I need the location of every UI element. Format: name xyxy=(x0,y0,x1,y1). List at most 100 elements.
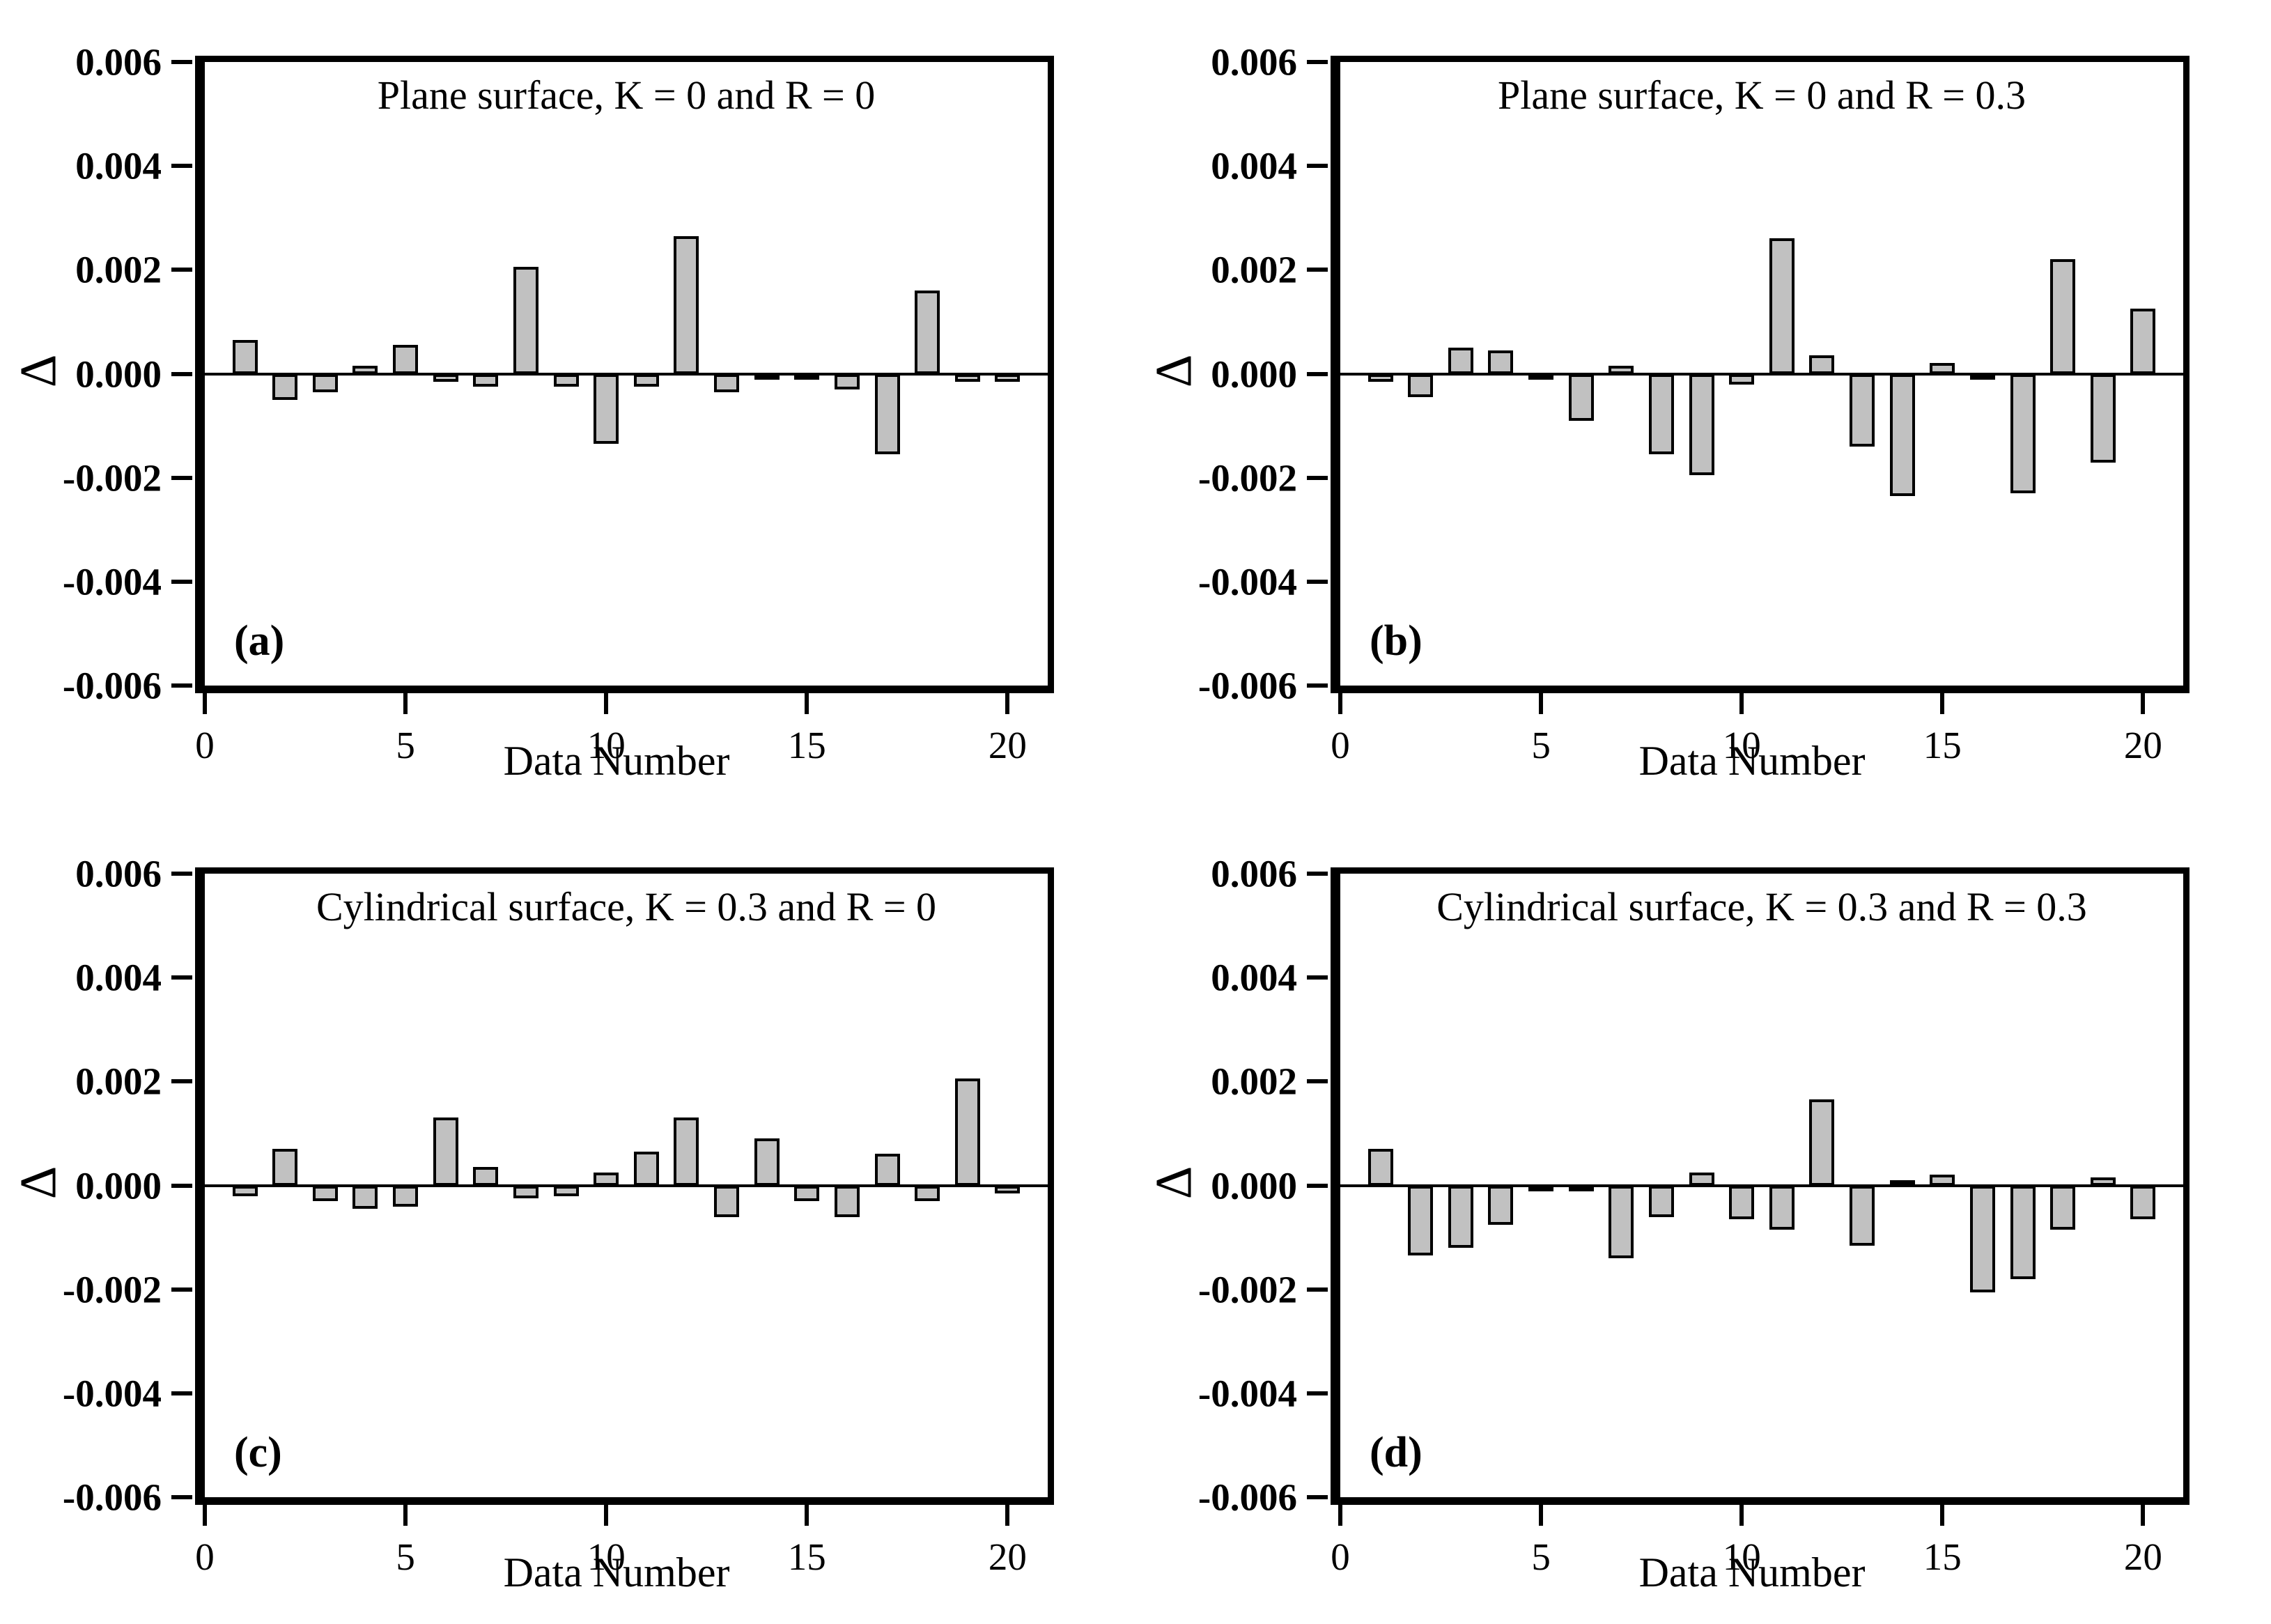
bar xyxy=(312,373,338,392)
bar xyxy=(1528,373,1554,380)
y-tick-mark xyxy=(1307,1495,1328,1499)
bar xyxy=(2090,1177,2116,1186)
bar xyxy=(352,1185,378,1209)
bar xyxy=(473,1167,499,1186)
y-tick-mark xyxy=(1307,268,1328,272)
chart-title: Cylindrical surface, K = 0.3 and R = 0.3 xyxy=(1436,884,2087,929)
bar xyxy=(1367,1149,1393,1186)
chart-title: Cylindrical surface, K = 0.3 and R = 0 xyxy=(316,884,937,929)
bar xyxy=(594,1172,619,1186)
x-tick-label: 20 xyxy=(2123,1536,2162,1578)
bar xyxy=(1609,366,1634,374)
bar xyxy=(1889,1180,1915,1186)
plot-area-a: Plane surface, K = 0 and R = 0 (a) 0.006… xyxy=(63,43,1054,764)
y-tick-label: -0.004 xyxy=(1197,560,1297,603)
bar xyxy=(1769,238,1795,374)
y-tick-mark xyxy=(1307,475,1328,480)
bar xyxy=(553,373,579,387)
bar xyxy=(674,235,699,374)
bar xyxy=(2050,1185,2076,1230)
bar xyxy=(1448,347,1473,374)
plot-area-d: Cylindrical surface, K = 0.3 and R = 0.3… xyxy=(1198,855,2189,1576)
y-tick-label: 0.006 xyxy=(75,852,162,895)
bar xyxy=(1488,350,1514,374)
y-tick-label: 0.006 xyxy=(1211,40,1297,84)
y-tick-mark xyxy=(171,683,192,688)
y-tick-mark xyxy=(171,1391,192,1395)
bar xyxy=(1850,1185,1875,1246)
bar xyxy=(1408,373,1434,398)
zero-axis-line xyxy=(1340,372,2183,376)
y-tick-label: 0.000 xyxy=(1211,1164,1297,1207)
bar xyxy=(1488,1185,1514,1225)
panel-label: (c) xyxy=(234,1429,282,1476)
x-tick-label: 15 xyxy=(787,1536,826,1578)
x-tick-label: 20 xyxy=(988,1536,1027,1578)
y-tick-label: 0.006 xyxy=(1211,852,1297,895)
bar xyxy=(272,1149,298,1186)
bar xyxy=(352,366,378,374)
bar xyxy=(2130,309,2156,374)
bar xyxy=(2010,1185,2036,1280)
bar xyxy=(674,1118,699,1186)
bar xyxy=(1729,373,1755,385)
y-tick-label: -0.006 xyxy=(1197,1476,1297,1519)
chart-title: Plane surface, K = 0 and R = 0 xyxy=(377,72,876,118)
x-tick-label: 15 xyxy=(787,724,826,766)
y-tick-mark xyxy=(171,164,192,169)
bar xyxy=(1889,373,1915,497)
x-tick-label: 10 xyxy=(1722,724,1761,766)
y-tick-mark xyxy=(1307,872,1328,876)
chart-panel-c: Δ Cylindrical surface, K = 0.3 and R = 0… xyxy=(0,812,1136,1624)
plot-area-c: Cylindrical surface, K = 0.3 and R = 0 (… xyxy=(63,855,1054,1576)
bar xyxy=(312,1185,338,1202)
bar xyxy=(513,267,538,374)
x-tick-mark xyxy=(1739,693,1744,714)
y-tick-mark xyxy=(1307,975,1328,980)
bar xyxy=(232,339,258,374)
x-tick-mark xyxy=(805,1505,809,1526)
y-tick-mark xyxy=(171,475,192,480)
bar xyxy=(874,373,900,455)
bar xyxy=(2010,373,2036,494)
x-tick-label: 0 xyxy=(195,724,215,766)
plot-area-b: Plane surface, K = 0 and R = 0.3 (b) 0.0… xyxy=(1198,43,2189,764)
bar xyxy=(2090,373,2116,463)
x-tick-label: 20 xyxy=(2123,724,2162,766)
y-axis-label: Δ xyxy=(10,354,68,388)
bar xyxy=(1969,373,1995,380)
bar xyxy=(1969,1185,1995,1292)
y-tick-label: 0.004 xyxy=(1211,144,1297,187)
y-tick-mark xyxy=(171,371,192,376)
bar xyxy=(553,1185,579,1196)
x-tick-label: 5 xyxy=(396,724,415,766)
y-tick-mark xyxy=(171,268,192,272)
panel-label: (d) xyxy=(1370,1429,1423,1476)
y-tick-label: -0.004 xyxy=(62,560,162,603)
y-tick-label: -0.004 xyxy=(62,1372,162,1415)
y-axis-label: Δ xyxy=(1145,354,1203,388)
bar xyxy=(754,1138,780,1186)
x-tick-mark xyxy=(805,693,809,714)
bar xyxy=(1689,373,1714,476)
x-tick-mark xyxy=(203,693,207,714)
x-tick-label: 10 xyxy=(1722,1536,1761,1578)
bar xyxy=(1809,355,1835,374)
x-tick-mark xyxy=(1005,693,1010,714)
bar xyxy=(1689,1172,1714,1186)
y-tick-mark xyxy=(1307,1391,1328,1395)
y-tick-label: 0.004 xyxy=(1211,956,1297,999)
x-tick-label: 20 xyxy=(988,724,1027,766)
x-tick-label: 10 xyxy=(587,1536,626,1578)
y-tick-label: 0.000 xyxy=(75,1164,162,1207)
bar xyxy=(433,1118,458,1186)
y-tick-mark xyxy=(171,872,192,876)
y-tick-mark xyxy=(1307,164,1328,169)
bar xyxy=(232,1185,258,1196)
y-tick-mark xyxy=(1307,60,1328,64)
x-tick-mark xyxy=(203,1505,207,1526)
y-tick-label: -0.002 xyxy=(62,456,162,500)
bar xyxy=(995,1185,1021,1193)
bar xyxy=(1568,373,1594,421)
y-tick-label: -0.006 xyxy=(62,1476,162,1519)
